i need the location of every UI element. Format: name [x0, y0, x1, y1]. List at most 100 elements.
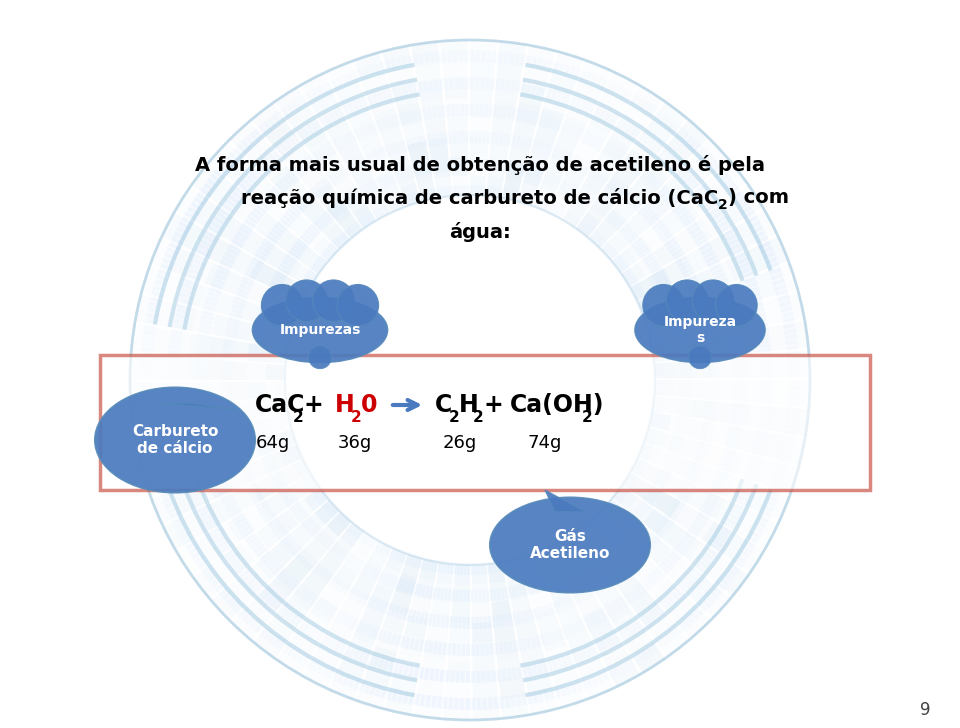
Wedge shape	[245, 272, 256, 280]
Wedge shape	[284, 210, 310, 236]
Wedge shape	[255, 163, 267, 174]
Wedge shape	[214, 480, 227, 488]
Wedge shape	[207, 462, 221, 470]
Wedge shape	[657, 185, 668, 196]
Wedge shape	[276, 135, 306, 164]
Wedge shape	[340, 516, 350, 527]
Wedge shape	[520, 611, 526, 623]
Wedge shape	[607, 112, 616, 125]
Wedge shape	[297, 586, 307, 598]
Wedge shape	[167, 365, 180, 370]
Wedge shape	[492, 186, 496, 199]
Wedge shape	[321, 570, 330, 582]
Wedge shape	[273, 312, 296, 332]
Wedge shape	[396, 58, 403, 70]
Wedge shape	[361, 217, 370, 229]
Wedge shape	[624, 521, 635, 531]
Wedge shape	[617, 151, 628, 163]
Wedge shape	[278, 445, 302, 467]
Wedge shape	[477, 563, 480, 575]
Wedge shape	[413, 55, 420, 67]
Wedge shape	[144, 324, 156, 331]
Wedge shape	[211, 588, 243, 620]
Wedge shape	[313, 526, 339, 551]
Wedge shape	[613, 149, 624, 161]
Wedge shape	[728, 186, 739, 197]
Wedge shape	[637, 252, 662, 276]
Wedge shape	[298, 238, 309, 248]
Wedge shape	[450, 562, 454, 574]
Wedge shape	[453, 50, 458, 63]
Wedge shape	[554, 542, 562, 553]
Wedge shape	[249, 392, 260, 395]
Wedge shape	[648, 336, 660, 341]
Wedge shape	[370, 584, 394, 609]
Wedge shape	[658, 634, 668, 646]
Wedge shape	[197, 338, 209, 344]
Wedge shape	[629, 553, 639, 564]
Wedge shape	[454, 77, 459, 90]
Wedge shape	[646, 609, 657, 622]
Wedge shape	[603, 574, 612, 586]
Wedge shape	[384, 574, 392, 586]
Wedge shape	[347, 555, 355, 566]
Wedge shape	[208, 336, 230, 359]
Wedge shape	[785, 340, 798, 346]
Wedge shape	[224, 271, 249, 297]
Wedge shape	[392, 547, 398, 560]
Wedge shape	[426, 189, 431, 202]
Wedge shape	[453, 617, 458, 629]
Wedge shape	[597, 545, 607, 557]
Wedge shape	[376, 90, 384, 103]
Wedge shape	[634, 460, 645, 468]
Wedge shape	[278, 412, 290, 417]
Wedge shape	[255, 203, 267, 214]
Wedge shape	[332, 564, 358, 590]
Wedge shape	[201, 314, 214, 320]
Wedge shape	[462, 131, 465, 143]
Wedge shape	[233, 300, 246, 306]
Wedge shape	[565, 625, 573, 637]
Wedge shape	[228, 513, 255, 542]
Wedge shape	[471, 584, 490, 604]
Wedge shape	[224, 251, 236, 260]
Wedge shape	[277, 266, 290, 275]
Wedge shape	[676, 495, 687, 504]
Wedge shape	[685, 476, 698, 484]
Wedge shape	[479, 617, 483, 629]
Wedge shape	[584, 72, 592, 84]
Wedge shape	[752, 524, 764, 534]
Wedge shape	[398, 579, 405, 591]
Wedge shape	[413, 193, 419, 205]
Wedge shape	[638, 164, 667, 193]
Wedge shape	[434, 560, 438, 572]
Wedge shape	[204, 305, 216, 312]
Wedge shape	[493, 105, 498, 117]
Wedge shape	[243, 136, 275, 167]
Wedge shape	[608, 213, 618, 223]
Wedge shape	[632, 133, 661, 162]
Wedge shape	[317, 182, 326, 193]
Wedge shape	[221, 368, 233, 372]
Wedge shape	[682, 535, 693, 545]
Wedge shape	[256, 587, 268, 598]
Wedge shape	[636, 582, 647, 594]
Wedge shape	[502, 179, 521, 201]
Wedge shape	[228, 556, 241, 566]
Wedge shape	[180, 530, 192, 540]
Wedge shape	[681, 438, 705, 461]
Wedge shape	[236, 292, 249, 299]
Wedge shape	[630, 285, 642, 293]
Wedge shape	[272, 114, 282, 126]
Wedge shape	[627, 280, 638, 288]
Wedge shape	[368, 625, 375, 638]
Wedge shape	[603, 173, 612, 186]
Wedge shape	[369, 151, 376, 164]
Wedge shape	[492, 616, 496, 628]
Wedge shape	[652, 529, 663, 539]
Wedge shape	[542, 689, 550, 701]
Wedge shape	[392, 84, 419, 108]
Wedge shape	[672, 319, 684, 325]
Wedge shape	[480, 185, 483, 197]
Wedge shape	[662, 304, 685, 325]
